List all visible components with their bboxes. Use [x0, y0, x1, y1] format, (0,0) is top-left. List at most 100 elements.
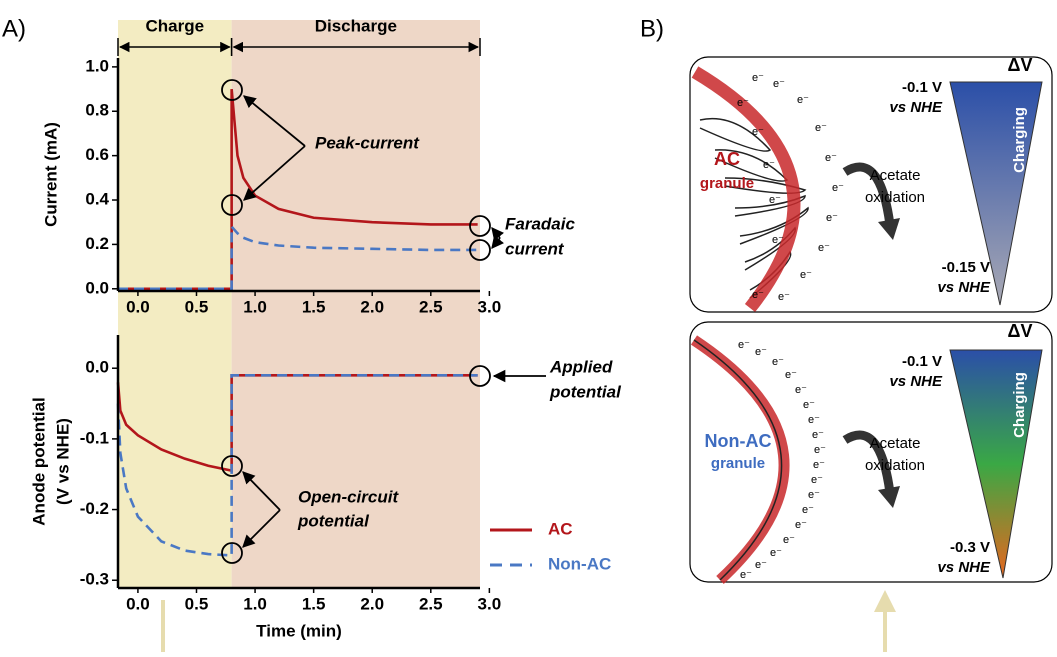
granule-label: granule	[711, 455, 765, 472]
annotation-circles	[221, 79, 491, 564]
electron-label: e⁻	[813, 459, 825, 471]
y-tick-label: 0.4	[85, 190, 109, 209]
potential-label: -0.15 V	[942, 259, 990, 276]
potential-label: vs NHE	[889, 99, 943, 116]
electron-label: e⁻	[752, 126, 764, 138]
granule-label: AC	[714, 149, 740, 169]
reaction-arrow-head	[878, 218, 900, 240]
electron-label: e⁻	[770, 547, 782, 559]
electron-label: e⁻	[795, 384, 807, 396]
series-line	[118, 223, 478, 291]
annotation: current	[505, 239, 565, 258]
panel-label: B)	[640, 15, 664, 42]
charging-label: Charging	[1011, 372, 1028, 438]
series-line	[116, 373, 478, 557]
granule-wall	[691, 66, 801, 313]
x-tick-label: 1.5	[302, 594, 326, 613]
electrons: e⁻ e⁻e⁻e⁻e⁻e⁻e⁻e⁻e⁻e⁻e⁻e⁻e⁻e⁻e⁻e⁻e⁻e⁻e⁻e⁻…	[737, 72, 844, 581]
electron-label: e⁻	[814, 444, 826, 456]
potential-label: vs NHE	[937, 279, 991, 296]
x-tick-label: 0.0	[126, 594, 150, 613]
electron-label: e⁻	[800, 269, 812, 281]
electron-label: e⁻	[825, 152, 837, 164]
potential-wedge	[949, 349, 1043, 579]
electron-label: e⁻	[769, 194, 781, 206]
electron-label: e⁻	[772, 234, 784, 246]
y-axis-title: Current (mA)	[41, 122, 60, 227]
legend-label: Non-AC	[548, 554, 611, 573]
reaction-arrow	[842, 162, 895, 226]
reaction-label: Acetate	[870, 435, 921, 452]
connector-head	[874, 590, 896, 612]
charging-label: Charging	[1011, 107, 1028, 173]
annotation: potential	[549, 382, 622, 401]
electron-label: e⁻	[808, 414, 820, 426]
x-tick-label: 1.0	[243, 594, 267, 613]
x-axis-title: Time (min)	[256, 621, 342, 640]
annotation: Peak-current	[315, 133, 420, 152]
x-tick-label: 2.0	[360, 297, 384, 316]
x-tick-label: 0.5	[185, 297, 209, 316]
y-tick-label: 0.0	[85, 278, 109, 297]
region	[231, 20, 480, 588]
electron-label: e⁻	[772, 356, 784, 368]
electron-label: e⁻	[783, 534, 795, 546]
x-tick-label: 2.0	[360, 594, 384, 613]
reaction-label: oxidation	[865, 189, 925, 206]
x-tick-label: 1.0	[243, 297, 267, 316]
region-label: Discharge	[315, 16, 397, 35]
region-label: Charge	[146, 16, 205, 35]
potential-wedge	[949, 81, 1043, 306]
potential-label: -0.1 V	[902, 353, 942, 370]
electron-label: e⁻	[752, 72, 764, 84]
x-tick-label: 3.0	[478, 594, 502, 613]
electron-label: e⁻	[773, 78, 785, 90]
electron-label: e⁻	[808, 489, 820, 501]
reaction-label: oxidation	[865, 457, 925, 474]
electron-label: e⁻	[740, 569, 752, 581]
x-tick-label: 2.5	[419, 594, 443, 613]
panel-label: A)	[2, 15, 26, 42]
x-tick-label: 2.5	[419, 297, 443, 316]
region-layer: Charge Discharge	[117, 16, 481, 588]
annotation: Applied	[549, 357, 613, 376]
y-tick-label: 0.8	[85, 101, 109, 120]
electron-label: e⁻	[795, 519, 807, 531]
electron-label: e⁻	[826, 212, 838, 224]
x-tick-label: 1.5	[302, 297, 326, 316]
electron-label: e⁻	[755, 559, 767, 571]
electron-label: e⁻	[832, 182, 844, 194]
reaction-label: Acetate	[870, 167, 921, 184]
x-tick-label: 0.5	[185, 594, 209, 613]
y-axis-title: Anode potential	[29, 397, 48, 525]
potential-label: -0.3 V	[950, 539, 990, 556]
granule-label: granule	[700, 175, 754, 192]
electron-label: e⁻	[812, 429, 824, 441]
electron-label: e⁻	[803, 399, 815, 411]
electron-label: e⁻	[785, 369, 797, 381]
granule-label: Non-AC	[705, 431, 772, 451]
delta-v: ΔV	[1008, 55, 1033, 75]
chart: 0.0 -0.1 -0.2 -0.3 0.0 0.5 1.0 1.5 2.0 2.5 3.0 Anod…	[29, 335, 611, 640]
electron-label: e⁻	[818, 242, 830, 254]
annotation-arrows	[242, 95, 546, 548]
potential-label: vs NHE	[937, 559, 991, 576]
electron-label: e⁻	[738, 339, 750, 351]
electron-label: e⁻	[815, 122, 827, 134]
granule-edge	[693, 339, 783, 581]
panel-b-text: ΔV ΔV Charging Charging Acetate oxidatio…	[700, 55, 1033, 576]
potential-label: vs NHE	[889, 373, 943, 390]
delta-v: ΔV	[1008, 321, 1033, 341]
legend-label: AC	[548, 519, 573, 538]
reaction-arrow-head	[878, 486, 900, 508]
region	[118, 20, 232, 588]
y-tick-label: 0.0	[85, 358, 109, 377]
y-tick-label: 1.0	[85, 56, 109, 75]
electron-label: e⁻	[755, 346, 767, 358]
y-tick-label: 0.6	[85, 145, 109, 164]
y-tick-label: -0.3	[80, 570, 109, 589]
electron-label: e⁻	[802, 504, 814, 516]
y-tick-label: 0.2	[85, 234, 109, 253]
x-tick-label: 0.0	[126, 297, 150, 316]
